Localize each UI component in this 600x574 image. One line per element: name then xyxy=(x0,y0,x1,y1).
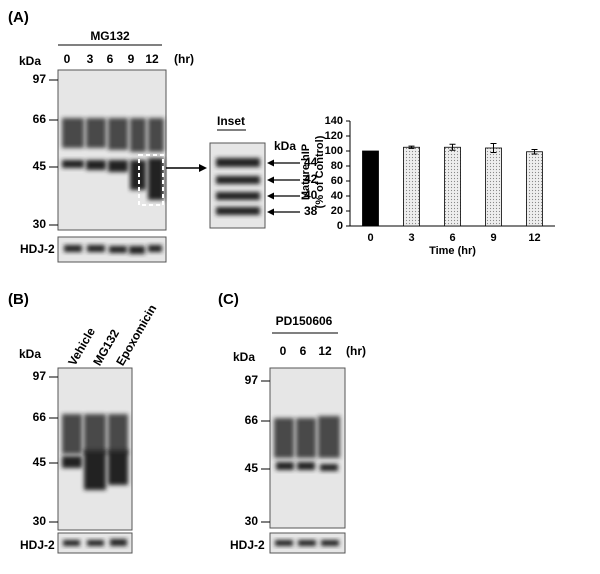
y-tick-label: 20 xyxy=(331,205,343,217)
inset-title: Inset xyxy=(217,114,245,128)
bands xyxy=(275,540,339,546)
error-bar xyxy=(531,149,538,155)
lane-label: 0 xyxy=(64,52,71,66)
marker-label: 97 xyxy=(33,369,47,383)
bands xyxy=(274,416,340,471)
x-tick-label: 6 xyxy=(449,232,455,244)
lane-label: 6 xyxy=(107,52,114,66)
marker-label: 97 xyxy=(245,373,259,387)
panel-label: (C) xyxy=(218,291,239,308)
marker-label: 38 xyxy=(304,204,318,218)
arrow-head xyxy=(267,176,274,184)
bar xyxy=(403,146,420,227)
treatment: PD150606 xyxy=(276,314,333,328)
lane-label: 3 xyxy=(87,52,94,66)
kda-label: kDa xyxy=(274,139,296,153)
x-tick-label: 9 xyxy=(490,232,496,244)
marker-label: 45 xyxy=(33,159,47,173)
kda-label: kDa xyxy=(19,54,41,68)
arrow-head xyxy=(267,208,274,216)
marker-label: 45 xyxy=(245,461,259,475)
x-tick-label: 3 xyxy=(408,232,414,244)
marker-label: 66 xyxy=(33,410,47,424)
lane-label: 12 xyxy=(318,344,332,358)
loading-label: HDJ-2 xyxy=(20,242,55,256)
arrow-head xyxy=(267,192,274,200)
marker-label: 44 xyxy=(304,155,318,169)
loading-label: HDJ-2 xyxy=(20,538,55,552)
bar xyxy=(444,146,461,227)
lane-label: 0 xyxy=(280,344,287,358)
loading-label: HDJ-2 xyxy=(230,538,265,552)
y-tick-label: 0 xyxy=(337,220,343,232)
error-bar xyxy=(449,143,456,151)
y-tick-label: 120 xyxy=(325,130,343,142)
unit: (hr) xyxy=(346,344,366,358)
lane-label: 12 xyxy=(145,52,159,66)
x-tick-label: 0 xyxy=(367,232,373,244)
bands xyxy=(62,414,128,490)
bar xyxy=(362,150,379,227)
arrow-head xyxy=(199,164,207,172)
y-tick-label: 40 xyxy=(331,190,343,202)
y-tick-label: 100 xyxy=(325,145,343,157)
bands xyxy=(62,118,164,200)
bands xyxy=(216,158,260,215)
x-tick-label: 12 xyxy=(528,232,540,244)
inset-box xyxy=(138,154,164,206)
error-bar xyxy=(408,145,415,149)
panel-label: (B) xyxy=(8,291,29,308)
marker-label: 30 xyxy=(33,514,47,528)
error-bar xyxy=(490,143,497,153)
bands xyxy=(64,245,162,254)
marker-label: 66 xyxy=(245,413,259,427)
inset-blot xyxy=(209,142,266,229)
panel-label: (A) xyxy=(8,9,29,26)
y-tick-label: 60 xyxy=(331,175,343,187)
kda-label: kDa xyxy=(233,350,255,364)
lane-label: 9 xyxy=(128,52,135,66)
bar xyxy=(526,151,543,227)
y-tick-label: 140 xyxy=(325,115,343,127)
marker-label: 30 xyxy=(33,217,47,231)
marker-label: 97 xyxy=(33,72,47,86)
marker-label: 40 xyxy=(304,188,318,202)
bands xyxy=(63,539,127,546)
marker-label: 66 xyxy=(33,112,47,126)
kda-label: kDa xyxy=(19,347,41,361)
unit: (hr) xyxy=(174,52,194,66)
x-axis-title: Time (hr) xyxy=(429,245,476,257)
marker-label: 30 xyxy=(245,514,259,528)
lane-label: 6 xyxy=(300,344,307,358)
arrow-head xyxy=(267,159,274,167)
y-tick-label: 80 xyxy=(331,160,343,172)
treatment: MG132 xyxy=(90,29,130,43)
bar xyxy=(485,147,502,227)
marker-label: 42 xyxy=(304,172,318,186)
y-axis-title: (% of Control) xyxy=(314,135,326,208)
marker-label: 45 xyxy=(33,455,47,469)
y-axis-title: Mature hIP xyxy=(300,144,312,200)
